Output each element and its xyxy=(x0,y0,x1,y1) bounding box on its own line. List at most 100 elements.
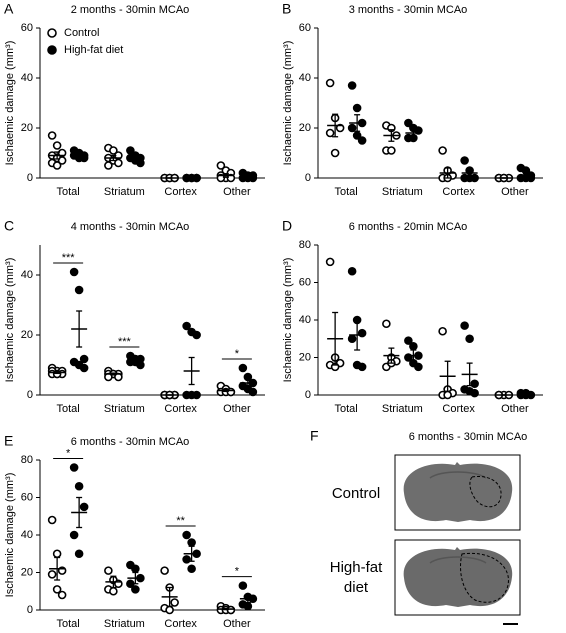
significance-label: ** xyxy=(176,515,185,527)
data-point xyxy=(347,81,357,90)
panel-title: 6 months - 30min MCAo xyxy=(71,436,190,448)
panel-label: A xyxy=(4,1,14,17)
data-point xyxy=(52,161,62,170)
y-axis-label: Ischaemic damage (mm³) xyxy=(4,258,16,383)
data-point xyxy=(438,326,447,336)
y-tick-label: 40 xyxy=(21,269,33,281)
data-point xyxy=(460,156,469,165)
x-tick-label: Other xyxy=(223,403,251,415)
data-point xyxy=(382,319,391,329)
data-point xyxy=(52,549,62,559)
y-tick-label: 20 xyxy=(299,351,311,363)
data-point xyxy=(216,161,226,170)
data-point xyxy=(238,581,248,590)
data-point xyxy=(79,502,89,512)
panel-label: B xyxy=(282,1,291,17)
y-axis-label: Ischaemic damage (mm³) xyxy=(282,258,294,383)
y-tick-label: 0 xyxy=(305,172,311,184)
y-tick-label: 20 xyxy=(299,122,311,134)
x-tick-label: Striatum xyxy=(382,186,423,198)
panel-label: E xyxy=(4,433,13,449)
brain-image xyxy=(394,454,521,531)
x-tick-label: Cortex xyxy=(164,403,197,415)
x-tick-label: Striatum xyxy=(382,403,423,415)
x-tick-label: Total xyxy=(57,186,80,198)
data-point xyxy=(347,266,357,276)
data-point xyxy=(357,136,367,145)
data-point xyxy=(470,388,479,398)
x-tick-label: Total xyxy=(335,403,358,415)
data-point xyxy=(69,267,79,277)
data-point xyxy=(352,131,362,140)
legend-label: Control xyxy=(64,27,99,39)
data-point xyxy=(243,601,253,611)
x-tick-label: Total xyxy=(335,186,358,198)
data-point xyxy=(357,362,367,372)
x-tick-label: Other xyxy=(501,403,529,415)
data-point xyxy=(136,158,145,168)
data-point xyxy=(187,538,196,547)
data-point xyxy=(52,585,62,594)
data-point xyxy=(182,321,191,331)
data-point xyxy=(347,123,357,133)
y-tick-label: 40 xyxy=(21,72,33,84)
data-point xyxy=(404,118,413,128)
data-point xyxy=(330,148,340,158)
significance-label: * xyxy=(235,566,240,578)
y-tick-label: 60 xyxy=(299,276,311,288)
data-point xyxy=(409,341,418,351)
panel-title: 6 months - 20min MCAo xyxy=(349,221,468,233)
row-label: Control xyxy=(331,485,381,502)
data-point xyxy=(414,362,423,372)
data-point xyxy=(104,566,113,575)
data-point xyxy=(325,78,335,88)
panel-label: F xyxy=(310,428,319,444)
y-tick-label: 40 xyxy=(21,529,33,541)
data-point xyxy=(74,549,84,559)
y-tick-label: 40 xyxy=(299,72,311,84)
legend-marker xyxy=(47,28,57,38)
x-tick-label: Cortex xyxy=(442,186,475,198)
data-point xyxy=(443,390,452,400)
y-axis-label: Ischaemic damage (mm³) xyxy=(282,41,294,166)
data-point xyxy=(187,564,196,574)
data-point xyxy=(131,585,140,594)
data-point xyxy=(460,321,469,330)
data-point xyxy=(352,103,362,113)
data-point xyxy=(74,285,84,295)
data-point xyxy=(438,146,447,155)
data-point xyxy=(170,598,179,607)
y-tick-label: 80 xyxy=(21,454,33,466)
y-tick-label: 40 xyxy=(299,314,311,326)
legend-label: High-fat diet xyxy=(64,44,123,56)
data-point xyxy=(192,390,201,400)
data-point xyxy=(74,481,84,491)
data-point xyxy=(182,530,191,540)
data-point xyxy=(52,141,62,150)
data-point xyxy=(325,128,335,138)
data-point xyxy=(57,590,67,600)
significance-label: * xyxy=(235,348,240,360)
x-tick-label: Striatum xyxy=(104,618,145,630)
brain-image xyxy=(394,539,521,616)
y-tick-label: 60 xyxy=(21,491,33,503)
x-tick-label: Total xyxy=(57,403,80,415)
data-point xyxy=(325,257,335,267)
y-tick-label: 60 xyxy=(299,22,311,34)
data-point xyxy=(69,463,79,472)
data-point xyxy=(404,336,413,345)
y-tick-label: 20 xyxy=(21,329,33,341)
x-tick-label: Other xyxy=(501,186,529,198)
data-point xyxy=(160,566,169,575)
y-tick-label: 0 xyxy=(27,604,33,616)
y-tick-label: 60 xyxy=(21,22,33,34)
data-point xyxy=(47,131,57,140)
data-point xyxy=(131,564,140,574)
legend-marker xyxy=(47,45,57,55)
panel-label: D xyxy=(282,218,292,234)
data-point xyxy=(470,379,479,389)
data-point xyxy=(238,363,248,373)
data-point xyxy=(47,515,57,525)
